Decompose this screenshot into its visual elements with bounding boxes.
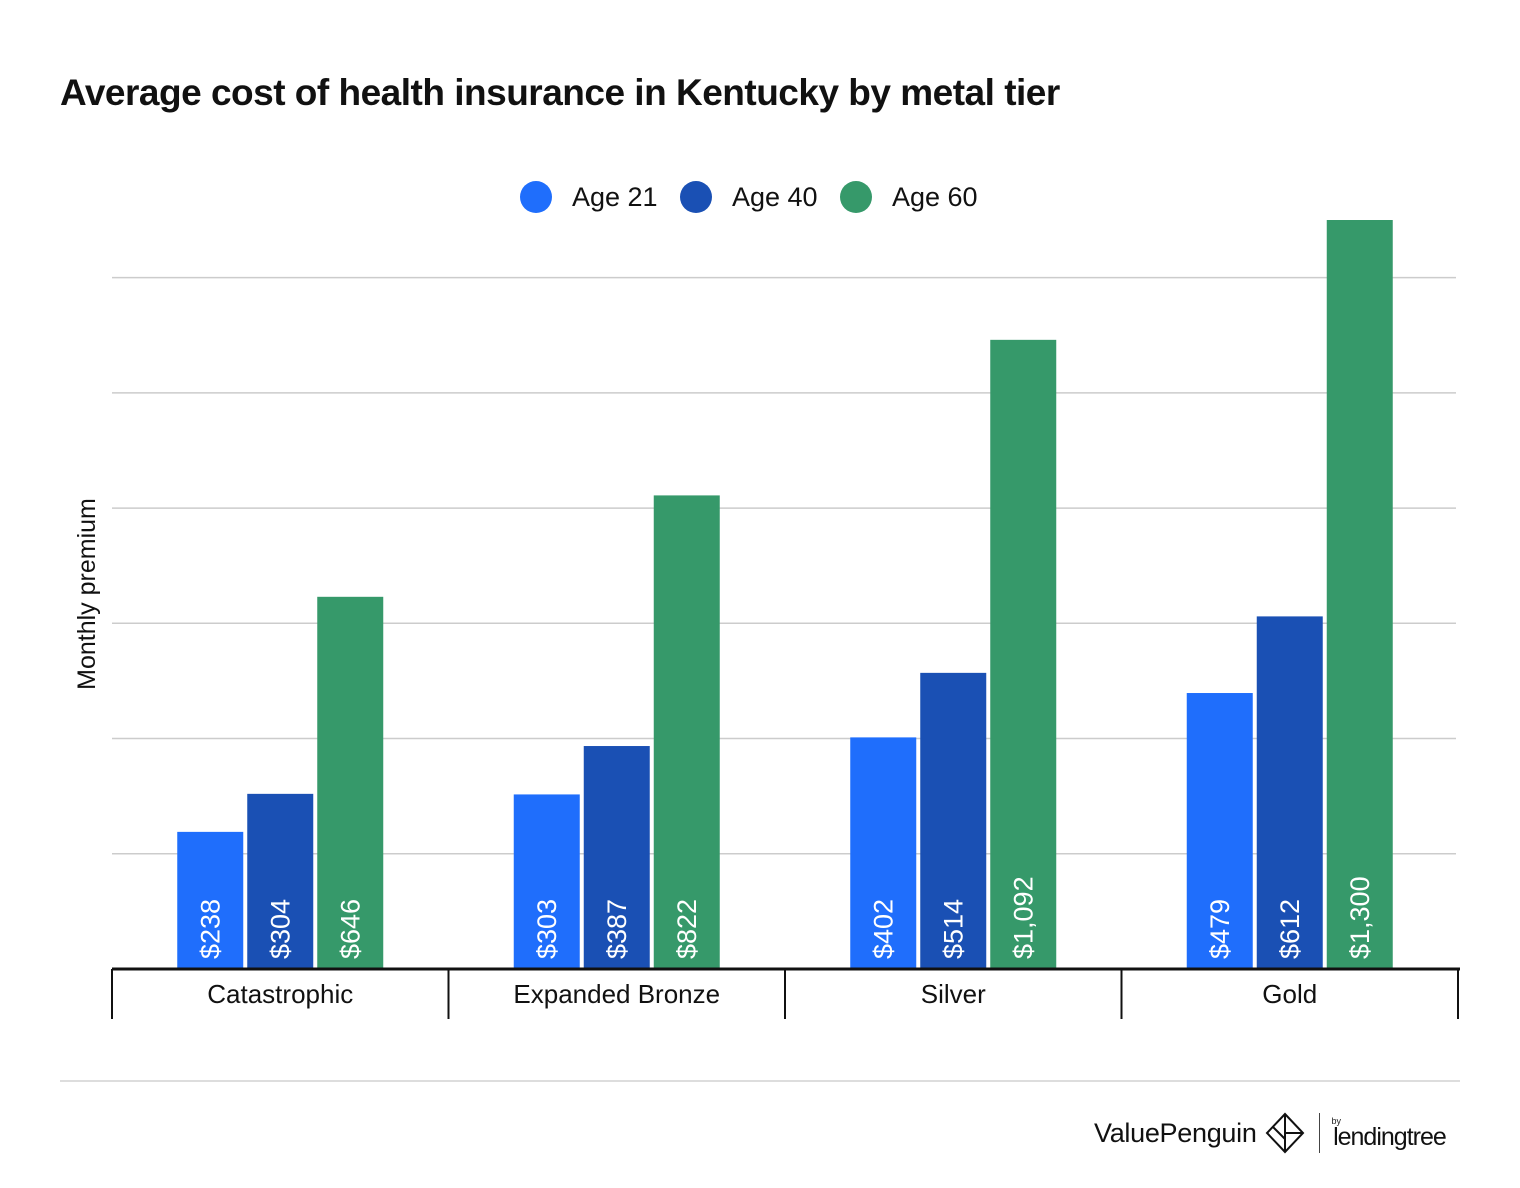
gridlines — [112, 276, 1456, 855]
bar-value-label: $1,300 — [1345, 876, 1375, 959]
footer-divider — [60, 1080, 1460, 1082]
bar-age-60-gold — [1326, 220, 1393, 969]
x-tick-label: Expanded Bronze — [513, 979, 720, 1009]
x-tick-label: Catastrophic — [207, 979, 353, 1009]
x-axis: Catastrophic Expanded Bronze Silver Gold — [111, 967, 1460, 1019]
bar-value-label: $387 — [602, 899, 632, 959]
bars: $238 $304 $646 $303 $387 $822 $402 $514 $1,092 $4… — [177, 220, 1393, 970]
by-text: by — [1331, 1116, 1342, 1126]
legend-swatch-age-60 — [840, 181, 872, 213]
bar-value-label: $303 — [532, 899, 562, 959]
bar-value-label: $1,092 — [1008, 876, 1038, 959]
bar-age-21-silver — [850, 737, 917, 969]
bar-age-60-expanded-bronze — [653, 495, 720, 969]
legend-label: Age 40 — [732, 182, 818, 212]
legend-label: Age 60 — [892, 182, 978, 212]
bar-age-21-gold — [1186, 693, 1253, 969]
valuepenguin-logo-icon — [1265, 1112, 1304, 1154]
bar-age-21-catastrophic — [177, 831, 244, 969]
bar-value-label: $238 — [195, 899, 225, 959]
lendingtree-wordmark: lendingtree — [1333, 1122, 1447, 1151]
bar-value-label: $612 — [1275, 899, 1305, 959]
x-tick-label: Gold — [1262, 979, 1317, 1009]
brand-logo-group: ValuePenguin by lendingtree — [1094, 1110, 1447, 1156]
x-tick-label: Silver — [921, 979, 986, 1009]
bar-value-label: $514 — [938, 899, 968, 959]
y-axis-label: Monthly premium — [73, 498, 101, 690]
bar-age-40-gold — [1256, 616, 1323, 969]
valuepenguin-wordmark: ValuePenguin — [1094, 1117, 1257, 1148]
legend-swatch-age-40 — [680, 181, 712, 213]
bar-age-40-catastrophic — [247, 793, 314, 969]
bar-value-label: $822 — [672, 899, 702, 959]
chart-title: Average cost of health insurance in Kent… — [60, 72, 1060, 113]
bar-age-60-silver — [990, 339, 1057, 970]
legend: Age 21 Age 40 Age 60 — [520, 181, 978, 213]
brand-separator — [1318, 1113, 1320, 1153]
bar-value-label: $479 — [1205, 899, 1235, 959]
bar-age-60-catastrophic — [317, 596, 384, 969]
bar-age-40-silver — [920, 672, 987, 969]
legend-swatch-age-21 — [520, 181, 552, 213]
bar-age-21-expanded-bronze — [513, 794, 580, 969]
bar-age-40-expanded-bronze — [583, 746, 650, 969]
legend-label: Age 21 — [572, 182, 658, 212]
bar-value-label: $402 — [868, 899, 898, 959]
bar-value-label: $646 — [335, 899, 365, 959]
bar-value-label: $304 — [265, 899, 295, 959]
